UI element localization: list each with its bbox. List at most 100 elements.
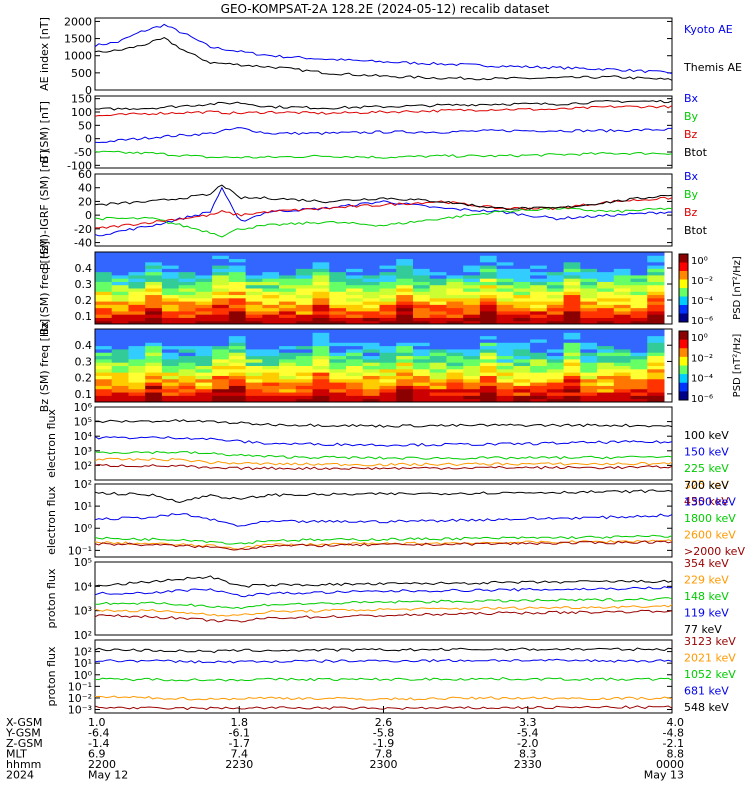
spectrogram-cell [580, 338, 598, 343]
spectrogram-cell [145, 291, 163, 296]
spectrogram-cell [145, 338, 163, 343]
spectrogram-cell [312, 358, 330, 363]
spectrogram-cell [111, 329, 129, 333]
spectrogram-cell [212, 320, 230, 325]
spectrogram-cell [95, 368, 113, 373]
spectrogram-cell [245, 358, 263, 363]
spectrogram-cell [329, 274, 347, 279]
spectrogram-cell [145, 301, 163, 305]
spectrogram-cell [128, 382, 146, 386]
spectrogram-cell [111, 345, 129, 350]
spectrogram-cell [379, 301, 397, 305]
spectrogram-cell [379, 284, 397, 289]
spectrogram-cell [262, 297, 280, 302]
spectrogram-cell [161, 281, 180, 286]
spectrogram-cell [245, 368, 263, 373]
spectrogram-cell [446, 335, 464, 340]
spectrogram-cell [195, 297, 213, 302]
series-line-6-2 [94, 534, 673, 545]
spectrogram-cell [279, 332, 297, 337]
spectrogram-cell [647, 382, 665, 386]
spectrogram-cell [396, 395, 414, 400]
xaxis-row-label-2: Z-GSM [6, 737, 43, 750]
spectrogram-cell [279, 335, 297, 340]
spectrogram-cell [178, 252, 196, 256]
spectrogram-cell [379, 375, 397, 380]
spectrogram-cell [128, 329, 146, 333]
spectrogram-cell [161, 358, 180, 363]
ytick-label-8-5: 10² [74, 646, 92, 659]
spectrogram-cell [295, 314, 314, 318]
spectrogram-cell [613, 301, 632, 305]
legend-entry-0-0: Kyoto AE [684, 23, 733, 36]
spectrogram-cell [245, 310, 263, 315]
spectrogram-cell [128, 278, 146, 282]
spectrogram-cell [145, 355, 163, 360]
spectrogram-cell [329, 281, 347, 286]
spectrogram-cell [580, 258, 598, 263]
spectrogram-cell [295, 252, 314, 256]
spectrogram-cell [429, 294, 447, 299]
spectrogram-cell [295, 345, 314, 350]
spectrogram-cell [312, 255, 330, 260]
spectrogram-cell [613, 281, 632, 286]
spectrogram-cell [128, 392, 146, 396]
spectrogram-cell [312, 294, 330, 299]
spectrogram-cell [530, 281, 548, 286]
spectrogram-cell [580, 317, 598, 322]
spectrogram-cell [362, 265, 380, 269]
spectrogram-cell [412, 258, 431, 263]
spectrogram-cell [479, 388, 498, 393]
spectrogram-cell [279, 395, 297, 400]
spectrogram-cell [212, 281, 230, 286]
spectrogram-cell [513, 358, 531, 363]
spectrogram-cell [446, 314, 464, 318]
spectrogram-cell [513, 395, 531, 400]
spectrogram-cell [463, 307, 481, 312]
spectrogram-cell [597, 301, 615, 305]
spectrogram-cell [479, 278, 498, 282]
spectrogram-cell [295, 255, 314, 260]
spectrogram-cell [496, 385, 514, 390]
spectrogram-cell [346, 261, 364, 266]
spectrogram-cell [613, 342, 632, 347]
spectrogram-cell [446, 358, 464, 363]
colorbar-segment [679, 339, 688, 349]
spectrogram-cell [647, 352, 665, 357]
spectrogram-cell [580, 342, 598, 347]
spectrogram-cell [161, 317, 180, 322]
ytick-label-0-1: 500 [71, 67, 92, 80]
spectrogram-cell [111, 258, 129, 263]
spectrogram-cell [195, 281, 213, 286]
ytick-label-0-3: 1500 [64, 33, 92, 46]
spectrogram-cell [262, 314, 280, 318]
legend-entry-8-1: 2021 keV [684, 652, 736, 665]
spectrogram-cell [396, 314, 414, 318]
spectrogram-cell [463, 395, 481, 400]
spectrogram-cell [95, 375, 113, 380]
spectrogram-cell [580, 265, 598, 269]
spectrogram-cell [279, 362, 297, 366]
panel-frame-1 [94, 95, 673, 169]
spectrogram-cell [429, 320, 447, 325]
spectrogram-cell [379, 329, 397, 333]
spectrogram-cell [396, 365, 414, 370]
spectrogram-cell [513, 314, 531, 318]
spectrogram-cell [597, 385, 615, 390]
spectrogram-cell [613, 265, 632, 269]
spectrogram-cell [128, 301, 146, 305]
spectrogram-cell [463, 288, 481, 292]
spectrogram-cell [630, 255, 648, 260]
xaxis-value-4-3: 8.8 [667, 748, 685, 761]
spectrogram-cell [429, 265, 447, 269]
spectrogram-cell [630, 388, 648, 393]
spectrogram-cell [412, 278, 431, 282]
spectrogram-cell [396, 281, 414, 286]
spectrogram-cell [228, 265, 247, 269]
spectrogram-cell [597, 372, 615, 376]
spectrogram-cell [329, 268, 347, 273]
spectrogram-cell [530, 314, 548, 318]
spectrogram-cell [647, 338, 665, 343]
spectrogram-cell [479, 288, 498, 292]
spectrogram-cell [597, 271, 615, 276]
